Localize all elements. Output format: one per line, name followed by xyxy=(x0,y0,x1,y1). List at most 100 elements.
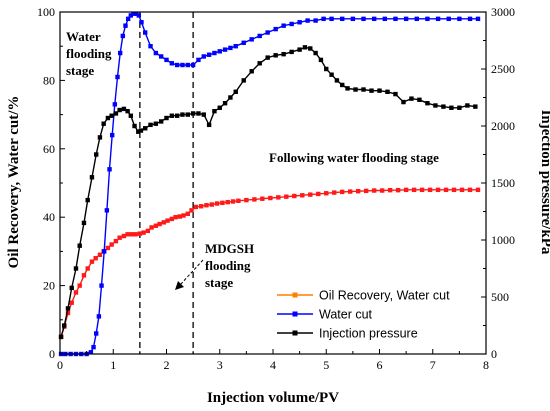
data-point xyxy=(143,126,148,131)
data-point xyxy=(316,191,321,197)
data-point xyxy=(217,105,222,110)
data-point xyxy=(449,105,454,110)
data-point xyxy=(169,113,175,118)
data-point xyxy=(121,233,127,239)
data-point xyxy=(228,45,233,51)
data-point xyxy=(189,208,194,213)
data-point xyxy=(324,191,329,196)
annotation-water-flooding-line3: stage xyxy=(66,63,94,78)
data-point xyxy=(105,245,111,251)
data-point xyxy=(265,30,270,35)
data-point xyxy=(113,238,119,244)
series-water-cut xyxy=(58,11,481,357)
data-point xyxy=(128,113,134,118)
y-tick-label: 100 xyxy=(37,5,55,19)
annotation-water-flooding: Water flooding stage xyxy=(66,29,112,78)
data-point xyxy=(361,87,366,92)
annotation-water-flooding-line2: flooding xyxy=(66,46,112,61)
data-point xyxy=(340,82,345,88)
data-point xyxy=(414,16,419,22)
data-point xyxy=(153,50,159,56)
data-point xyxy=(308,46,313,51)
series-oil-recovery-water-cut xyxy=(58,187,481,340)
data-point xyxy=(139,20,144,25)
data-point xyxy=(143,30,148,35)
data-point xyxy=(334,78,340,83)
data-point xyxy=(117,50,123,56)
data-point xyxy=(125,108,130,114)
data-point xyxy=(169,216,175,222)
data-point xyxy=(120,33,126,39)
data-point xyxy=(96,314,102,319)
data-point xyxy=(467,16,473,22)
annotation-mdgsh-line3: stage xyxy=(205,275,233,290)
data-point xyxy=(473,104,478,109)
data-point xyxy=(289,21,294,27)
annotation-mdgsh: MDGSH flooding stage xyxy=(205,241,254,290)
data-point xyxy=(141,230,146,235)
series-injection-pressure xyxy=(58,45,478,340)
x-tick-label: 8 xyxy=(483,358,489,372)
left-axis: 0 20 40 60 80 100 xyxy=(37,5,65,361)
data-point xyxy=(109,132,115,138)
data-point xyxy=(137,231,143,236)
legend-marker xyxy=(292,330,298,336)
data-point xyxy=(356,189,361,194)
data-point xyxy=(161,220,167,225)
right-axis: 0 500 1000 1500 2000 2500 3000 xyxy=(481,5,515,361)
data-point xyxy=(217,49,222,54)
data-point xyxy=(123,23,128,28)
data-point xyxy=(101,249,107,254)
data-point xyxy=(81,273,87,278)
data-point xyxy=(99,283,104,288)
data-point xyxy=(363,188,369,194)
data-point xyxy=(129,232,135,237)
data-point xyxy=(236,198,241,203)
data-point xyxy=(153,223,159,228)
data-point xyxy=(190,111,196,116)
data-point xyxy=(121,106,127,112)
data-point xyxy=(164,57,169,63)
x-tick-label: 4 xyxy=(270,358,276,372)
annotation-following-stage: Following water flooding stage xyxy=(269,150,439,165)
data-point xyxy=(324,66,329,72)
data-point xyxy=(332,190,337,195)
data-point xyxy=(212,108,217,114)
data-point xyxy=(340,16,345,22)
data-point xyxy=(302,45,308,50)
data-point xyxy=(165,218,170,223)
data-point xyxy=(395,187,401,193)
data-point xyxy=(249,69,254,74)
data-point xyxy=(73,266,79,271)
data-point xyxy=(198,204,204,209)
data-point xyxy=(433,103,438,108)
data-point xyxy=(180,112,185,117)
data-point xyxy=(206,52,212,57)
data-point xyxy=(313,50,318,56)
y-tick-label: 20 xyxy=(43,279,55,293)
data-point xyxy=(158,119,164,124)
data-point xyxy=(136,13,142,18)
x-tick-label: 6 xyxy=(377,358,383,372)
x-tick-label: 2 xyxy=(164,358,170,372)
data-point xyxy=(313,18,318,23)
data-point xyxy=(193,204,198,210)
legend: Oil Recovery, Water cut Water cut Injectio… xyxy=(277,289,450,341)
data-point xyxy=(401,99,406,105)
data-point xyxy=(89,175,95,180)
data-point xyxy=(89,259,95,264)
data-point xyxy=(281,23,286,28)
data-point xyxy=(138,128,144,133)
legend-item: Injection pressure xyxy=(277,327,418,341)
data-point xyxy=(117,107,122,113)
y2-tick-label: 3000 xyxy=(491,5,515,19)
data-point xyxy=(465,103,470,108)
y-axis-title: Oil Recovery, Water cut/% xyxy=(6,96,22,269)
data-point xyxy=(196,57,201,63)
data-point xyxy=(228,95,233,100)
data-point xyxy=(222,47,228,52)
data-point xyxy=(88,350,94,355)
data-point xyxy=(252,197,257,202)
data-point xyxy=(133,11,139,16)
data-point xyxy=(244,197,249,203)
